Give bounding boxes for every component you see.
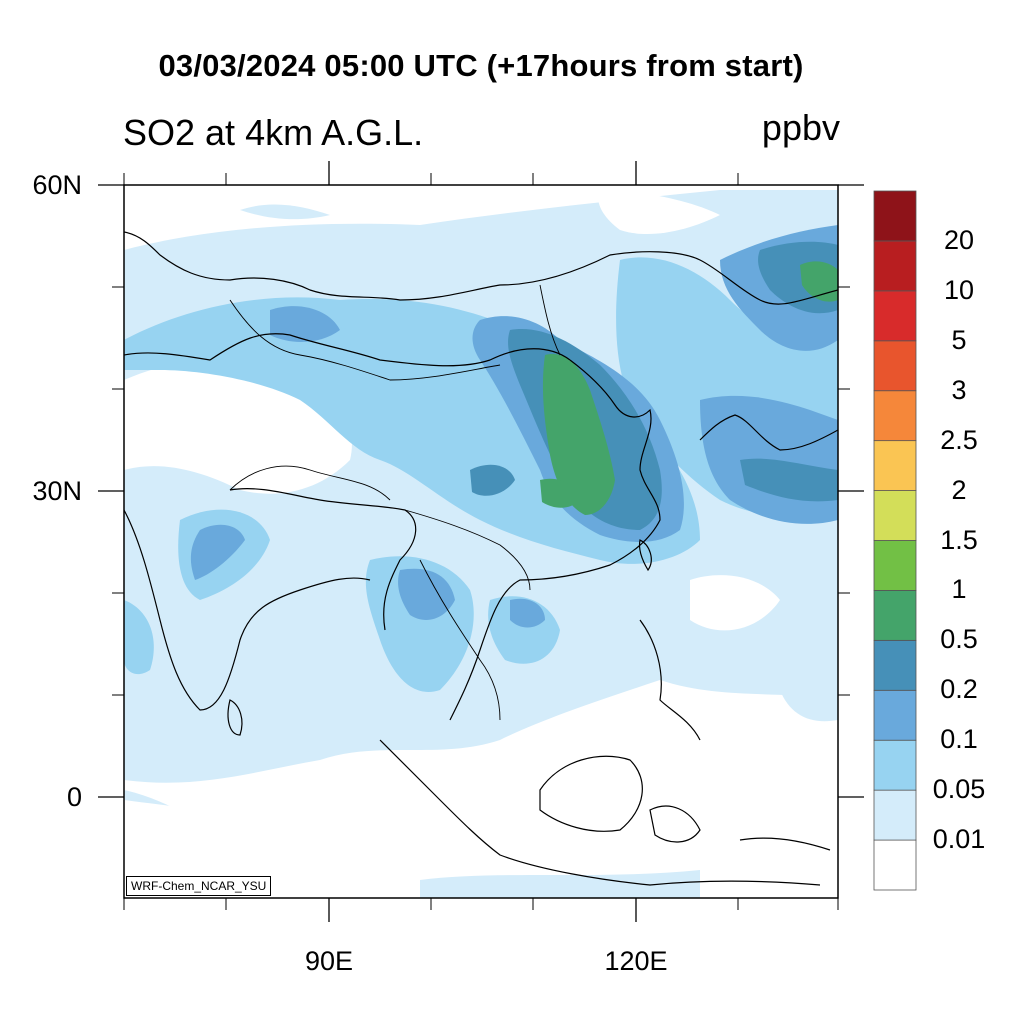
legend-swatch <box>873 290 917 342</box>
legend-swatch <box>873 540 917 591</box>
legend-label: 3 <box>951 374 967 405</box>
legend-swatch <box>873 839 917 891</box>
units-label: ppbv <box>761 107 840 148</box>
legend-label: 20 <box>943 224 975 255</box>
legend-swatch <box>873 789 917 841</box>
legend-swatch <box>873 440 917 491</box>
legend-swatch <box>873 590 917 641</box>
legend-swatch <box>873 739 917 791</box>
legend-swatch <box>873 639 917 691</box>
legend-swatch <box>873 490 917 541</box>
variable-subtitle: SO2 at 4km A.G.L. <box>123 112 424 153</box>
lat-label-30n: 30N <box>32 476 82 506</box>
coastlines <box>124 231 838 886</box>
so2-field <box>124 190 838 898</box>
model-credit: WRF-Chem_NCAR_YSU <box>126 876 272 896</box>
field-highest <box>540 261 838 515</box>
legend-label: 1.5 <box>940 524 978 555</box>
legend-swatch <box>873 190 917 242</box>
legend-swatch <box>873 390 917 442</box>
lon-label-90e: 90E <box>304 946 354 976</box>
legend-label: 0.5 <box>940 624 978 655</box>
legend-label: 0.2 <box>940 674 978 705</box>
map-title: 03/03/2024 05:00 UTC (+17hours from star… <box>158 48 804 83</box>
map-frame <box>123 184 839 899</box>
lat-label-60n: 60N <box>32 170 82 200</box>
legend-swatch <box>873 240 917 292</box>
legend-label: 0.05 <box>932 774 986 805</box>
lon-label-120e: 120E <box>604 946 668 976</box>
axis-ticks <box>98 161 864 922</box>
country-borders <box>229 284 561 721</box>
legend-label: 5 <box>951 324 967 355</box>
legend-label: 10 <box>943 274 975 305</box>
legend-colorbar <box>873 190 917 891</box>
legend-label: 2.5 <box>940 424 978 455</box>
legend-label: 0.1 <box>940 724 978 755</box>
legend-label: 0.01 <box>932 824 986 855</box>
legend-label: 1 <box>951 574 967 605</box>
legend-swatch <box>873 689 917 741</box>
lat-label-0: 0 <box>66 782 82 812</box>
legend-label: 2 <box>951 474 967 505</box>
legend-swatch <box>873 340 917 392</box>
axis-minor-ticks <box>112 173 850 910</box>
